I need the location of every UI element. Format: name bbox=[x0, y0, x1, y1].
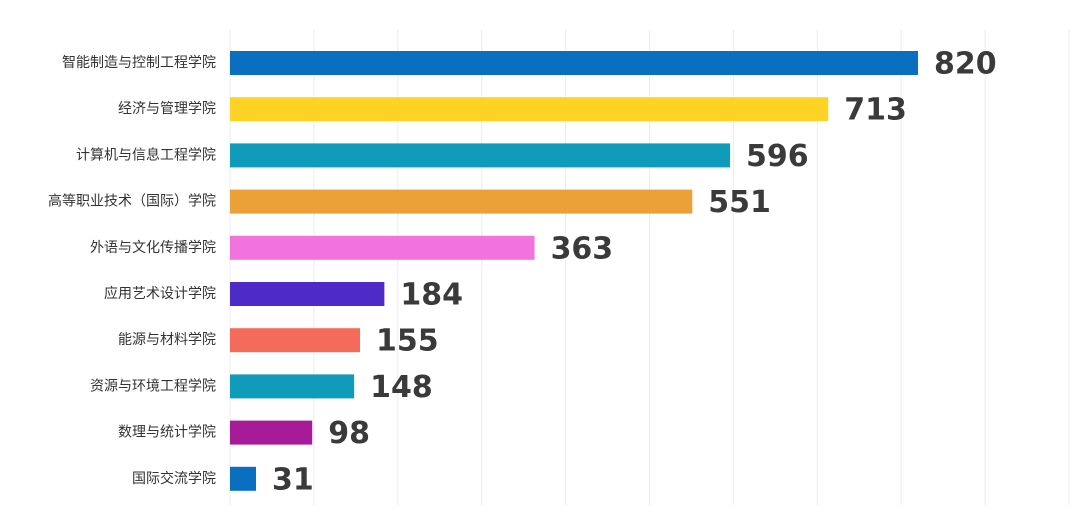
bar bbox=[230, 51, 918, 75]
category-label: 外语与文化传播学院 bbox=[90, 240, 216, 256]
category-labels: 智能制造与控制工程学院经济与管理学院计算机与信息工程学院高等职业技术（国际）学院… bbox=[48, 55, 216, 487]
bar bbox=[230, 189, 693, 214]
category-label: 能源与材料学院 bbox=[118, 332, 216, 348]
value-label: 713 bbox=[844, 93, 907, 128]
bar bbox=[230, 97, 829, 122]
category-label: 经济与管理学院 bbox=[118, 101, 216, 117]
value-label: 596 bbox=[746, 139, 809, 174]
bars bbox=[230, 51, 918, 491]
category-label: 高等职业技术（国际）学院 bbox=[48, 193, 216, 210]
value-label: 184 bbox=[400, 278, 463, 313]
bar bbox=[230, 420, 313, 445]
value-label: 155 bbox=[376, 324, 439, 359]
value-label: 820 bbox=[934, 47, 997, 82]
bar bbox=[230, 466, 257, 491]
value-label: 98 bbox=[328, 416, 370, 451]
value-label: 363 bbox=[551, 231, 614, 266]
bar bbox=[230, 374, 355, 399]
category-label: 计算机与信息工程学院 bbox=[76, 146, 216, 163]
category-label: 数理与统计学院 bbox=[118, 425, 216, 441]
category-label: 智能制造与控制工程学院 bbox=[62, 55, 216, 71]
value-label: 31 bbox=[272, 462, 314, 497]
bar bbox=[230, 328, 361, 353]
category-label: 资源与环境工程学院 bbox=[90, 378, 216, 394]
bar bbox=[230, 143, 731, 168]
category-label: 国际交流学院 bbox=[132, 470, 216, 487]
value-label: 148 bbox=[370, 370, 433, 405]
bar bbox=[230, 282, 385, 306]
category-label: 应用艺术设计学院 bbox=[104, 285, 216, 302]
value-label: 551 bbox=[708, 185, 771, 220]
bar bbox=[230, 235, 535, 260]
